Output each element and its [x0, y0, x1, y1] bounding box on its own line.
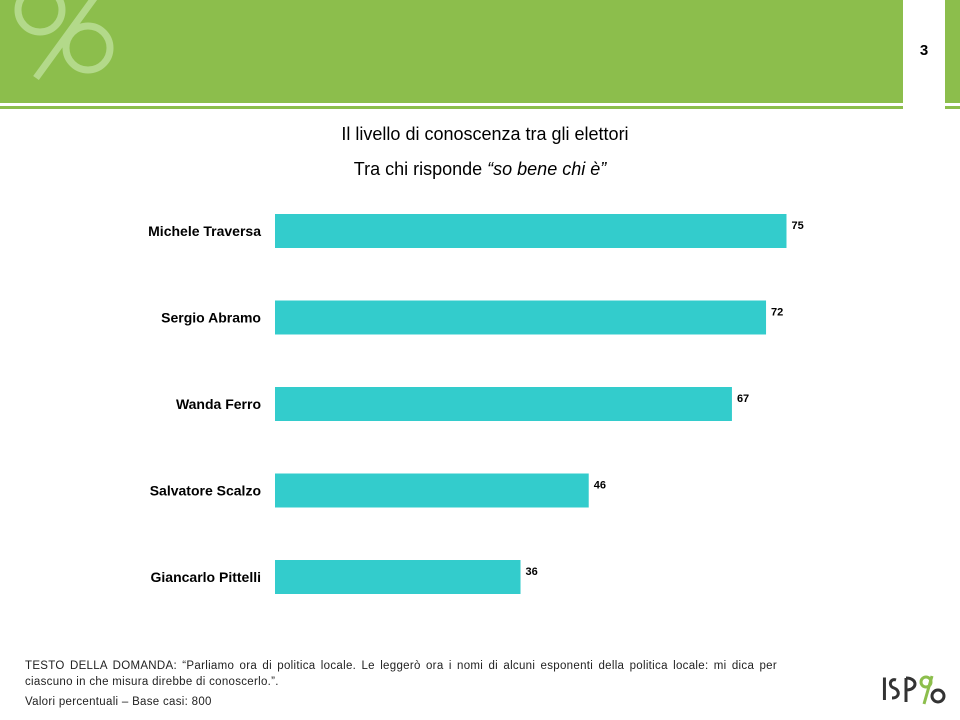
chart-title: Il livello di conoscenza tra gli elettor… — [341, 124, 629, 144]
value-label: 72 — [771, 307, 783, 319]
header-band-right — [945, 0, 960, 103]
value-label: 36 — [526, 566, 538, 578]
bar-michele-traversa — [275, 214, 787, 248]
svg-text:I: I — [880, 671, 889, 707]
bar-wanda-ferro — [275, 387, 732, 421]
header-band — [0, 0, 903, 103]
value-label: 67 — [737, 393, 749, 405]
subtitle-quote: “so bene chi è” — [487, 159, 607, 179]
bar-sergio-abramo — [275, 300, 767, 335]
category-label: Michele Traversa — [148, 223, 261, 239]
percent-icon — [14, 0, 114, 81]
bar-chart: Michele Traversa 75 Sergio Abramo 72 Wanda F… — [148, 214, 804, 594]
category-label: Salvatore Scalzo — [150, 483, 261, 499]
header-line — [0, 106, 903, 109]
subtitle-prefix: Tra chi risponde — [353, 159, 488, 179]
chart-subtitle: Tra chi risponde “so bene chi è” — [0, 159, 960, 180]
value-label: 46 — [594, 480, 606, 492]
base-note: Valori percentuali – Base casi: 800 — [25, 696, 212, 708]
category-label: Giancarlo Pittelli — [151, 569, 261, 585]
header-line-right — [945, 106, 960, 109]
category-label: Wanda Ferro — [176, 396, 261, 412]
page-number: 3 — [919, 42, 929, 59]
ispo-logo: I — [880, 671, 946, 707]
category-label: Sergio Abramo — [161, 310, 261, 326]
question-footnote: TESTO DELLA DOMANDA: “Parliamo ora di po… — [25, 660, 777, 688]
bar-salvatore-scalzo — [275, 473, 589, 508]
value-label: 75 — [792, 220, 804, 232]
bar-giancarlo-pittelli — [275, 560, 521, 594]
